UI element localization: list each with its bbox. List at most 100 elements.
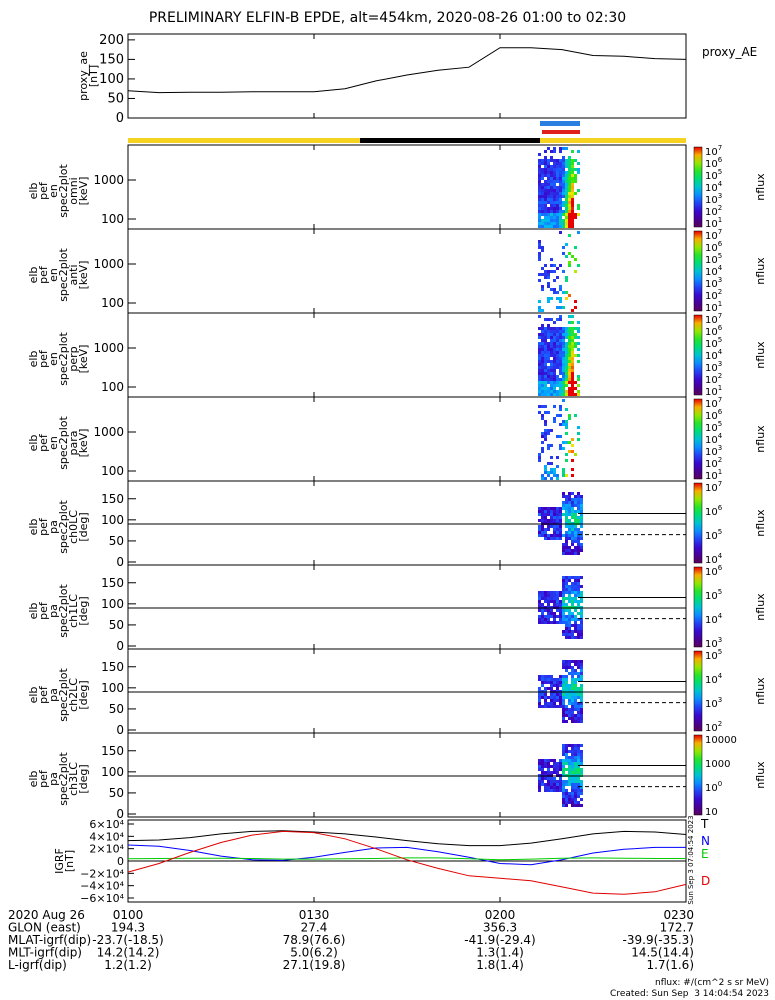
- spectrogram-cell: [574, 786, 577, 789]
- spectrogram-cell: [571, 198, 574, 201]
- spectrogram-cell: [538, 153, 541, 156]
- spectrogram-cell: [553, 174, 556, 177]
- spectrogram-cell: [574, 627, 577, 630]
- spectrogram-cell: [538, 534, 541, 537]
- spectrogram-cell: [580, 627, 583, 630]
- spectrogram-cell: [568, 525, 571, 528]
- spectrogram-cell: [541, 288, 544, 291]
- spectrogram-cell: [553, 222, 556, 225]
- spectrogram-cell: [568, 762, 571, 765]
- spectrogram-cell: [571, 717, 574, 720]
- spectrogram-cell: [565, 498, 568, 501]
- spectrogram-cell: [562, 714, 565, 717]
- spectrogram-cell: [544, 171, 547, 174]
- spectrogram-cell: [568, 600, 571, 603]
- spectrogram-cell: [556, 774, 559, 777]
- spectrogram-cell: [571, 150, 574, 153]
- spectrogram-cell: [568, 684, 571, 687]
- spectrogram-cell: [577, 390, 580, 393]
- spectrogram-cell: [538, 171, 541, 174]
- spectrogram-cell: [565, 171, 568, 174]
- spectrogram-cell: [568, 204, 571, 207]
- spectrogram-cell: [565, 423, 568, 426]
- spectrogram-cell: [568, 171, 571, 174]
- ytick-label: 100: [101, 212, 124, 226]
- spectrogram-cell: [556, 345, 559, 348]
- spectrogram-cell: [562, 582, 565, 585]
- spectrogram-cell: [547, 597, 550, 600]
- spectrogram-cell: [571, 195, 574, 198]
- spectrogram-cell: [547, 168, 550, 171]
- spectrogram-cell: [538, 411, 541, 414]
- spectrogram-cell: [562, 552, 565, 555]
- spectrogram-cell: [565, 393, 568, 396]
- spectrogram-cell: [538, 699, 541, 702]
- spectrogram-cell: [565, 720, 568, 723]
- spectrogram-cell: [577, 801, 580, 804]
- spectrogram-cell: [550, 156, 553, 159]
- spectrogram-cell: [559, 690, 562, 693]
- spectrogram-cell: [553, 696, 556, 699]
- spectrogram-cell: [547, 336, 550, 339]
- spectrogram-cell: [580, 498, 583, 501]
- spectrogram-cell: [568, 339, 571, 342]
- spectrogram-cell: [550, 600, 553, 603]
- spectrogram-cell: [568, 792, 571, 795]
- spectrogram-cell: [565, 675, 568, 678]
- spectrogram-cell: [553, 705, 556, 708]
- spectrogram-cell: [550, 372, 553, 375]
- ae-ytick-label: 150: [99, 52, 124, 67]
- spectrogram-cell: [571, 504, 574, 507]
- spectrogram-cell: [550, 189, 553, 192]
- spectrogram-cell: [565, 606, 568, 609]
- ytick-label: 100: [101, 513, 124, 527]
- spectrogram-cell: [550, 384, 553, 387]
- spectrogram-cell: [559, 618, 562, 621]
- spectrogram-cell: [550, 222, 553, 225]
- spectrogram-cell: [568, 699, 571, 702]
- spectrogram-cell: [553, 171, 556, 174]
- spectrogram-cell: [574, 258, 577, 261]
- spectrogram-cell: [550, 789, 553, 792]
- spectrogram-cell: [544, 702, 547, 705]
- spectrogram-cell: [544, 381, 547, 384]
- spectrogram-cell: [577, 498, 580, 501]
- spectrogram-cell: [550, 594, 553, 597]
- spectrogram-cell: [565, 780, 568, 783]
- spectrogram-cell: [574, 516, 577, 519]
- spectrogram-cell: [559, 357, 562, 360]
- spectrogram-cell: [565, 687, 568, 690]
- spectrogram-cell: [547, 675, 550, 678]
- spectrogram-cell: [565, 690, 568, 693]
- spectrogram-cell: [571, 633, 574, 636]
- spectrogram-cell: [556, 474, 559, 477]
- spectrogram-cell: [550, 591, 553, 594]
- spectrogram-cell: [577, 330, 580, 333]
- exponent: 5: [718, 420, 722, 428]
- spectrogram-cell: [553, 681, 556, 684]
- spectrogram-cell: [556, 765, 559, 768]
- spectrogram-cell: [565, 609, 568, 612]
- spectrogram-cell: [577, 327, 580, 330]
- xaxis-row-value: -23.7(-18.5): [92, 933, 163, 947]
- spectrogram-cell: [574, 168, 577, 171]
- spectrogram-cell: [568, 756, 571, 759]
- igrf-ylabel: IGRF[nT]: [53, 848, 76, 874]
- colorbar-tick-label: 100: [705, 780, 722, 794]
- spectrogram-cell: [550, 513, 553, 516]
- spectrogram-cell: [559, 354, 562, 357]
- spectrogram-cell: [562, 183, 565, 186]
- spectrogram-cell: [565, 243, 568, 246]
- spectrogram-cell: [568, 534, 571, 537]
- spectrogram-cell: [541, 372, 544, 375]
- spectrogram-cell: [556, 297, 559, 300]
- spectrogram-cell: [568, 714, 571, 717]
- igrf-series-E: [127, 857, 686, 861]
- spectrogram-cell: [559, 213, 562, 216]
- spectrogram-cell: [547, 615, 550, 618]
- spectrogram-cell: [541, 330, 544, 333]
- exponent: 7: [718, 144, 722, 152]
- spectrogram-cell: [544, 789, 547, 792]
- spectrogram-cell: [565, 537, 568, 540]
- spectrogram-cell: [538, 342, 541, 345]
